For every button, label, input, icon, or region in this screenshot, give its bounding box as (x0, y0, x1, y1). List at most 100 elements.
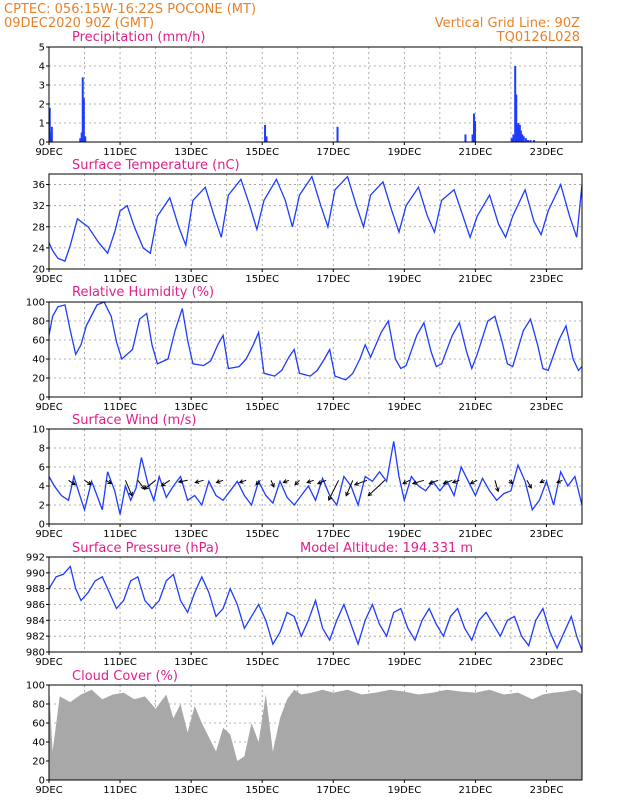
header-grid-line: Vertical Grid Line: 90Z (435, 16, 580, 31)
wind-arrow-head (539, 478, 545, 484)
precipitation-bar (82, 98, 85, 142)
temperature-xtick-label: 21DEC (459, 274, 493, 285)
precipitation-bar (512, 134, 515, 142)
wind-arrow-head (556, 479, 561, 484)
temperature-xtick-label: 9DEC (35, 274, 62, 285)
wind-arrow (124, 480, 133, 496)
precipitation-frame (48, 46, 583, 143)
cloud-cover-xtick-label: 17DEC (316, 785, 350, 796)
wind-arrow-head (451, 479, 457, 484)
precipitation-bar (518, 124, 521, 142)
precip-title: Precipitation (mm/h) (72, 30, 205, 45)
wind-arrow (526, 480, 532, 489)
wind-arrow-head (143, 485, 149, 490)
precipitation-bar (524, 138, 527, 142)
precipitation-bar (533, 140, 536, 142)
wind-arrow-head (328, 496, 333, 502)
precipitation-bar (472, 113, 475, 142)
precipitation-bar (516, 124, 519, 142)
humidity-xtick-label: 19DEC (387, 402, 421, 413)
cloud-cover-ytick-label: 20 (32, 757, 45, 768)
wind-arrow (195, 479, 204, 483)
wind-arrow (255, 479, 261, 486)
wind-arrow-head (306, 479, 312, 484)
pressure-ytick-label: 990 (26, 568, 45, 579)
cloud-cover-xtick-label: 23DEC (530, 785, 564, 796)
wind-arrow (216, 479, 224, 483)
precipitation-bar (515, 94, 518, 142)
precipitation-xtick-label: 23DEC (530, 147, 564, 158)
wind-arrow (270, 480, 275, 488)
humidity-line (48, 301, 583, 381)
wind-arrow (105, 479, 112, 485)
pressure-ytick-label: 986 (26, 600, 45, 611)
wind-arrow (317, 479, 327, 485)
humidity-ytick-label: 20 (32, 374, 45, 385)
wind-arrow (84, 479, 92, 486)
pressure-xtick-label: 23DEC (530, 657, 564, 668)
temperature-ytick-label: 36 (32, 180, 45, 191)
temperature-title: Surface Temperature (nC) (72, 158, 240, 173)
wind-arrow-head (270, 482, 275, 488)
cloud-cover-xtick-label: 21DEC (459, 785, 493, 796)
cloud-cover-xtick-label: 11DEC (103, 785, 137, 796)
wind-arrow-head (194, 479, 200, 484)
wind-arrow-head (402, 480, 408, 485)
humidity-xtick-label: 15DEC (245, 402, 279, 413)
humidity-xtick-label: 23DEC (530, 402, 564, 413)
model-altitude-label: Model Altitude: 194.331 m (300, 541, 473, 556)
pressure-ytick-label: 988 (26, 584, 45, 595)
precipitation-xtick-label: 15DEC (245, 147, 279, 158)
temperature-frame (48, 173, 583, 270)
wind-arrow-head (316, 480, 322, 485)
wind-arrow (144, 479, 156, 490)
precipitation-xtick-label: 13DEC (174, 147, 208, 158)
wind-xtick-label: 13DEC (174, 529, 208, 540)
precipitation-bar (522, 136, 525, 142)
precipitation-bar (517, 123, 520, 142)
header-station: CPTEC: 056:15W-16:22S POCONE (MT) (4, 2, 256, 17)
wind-arrow (137, 479, 145, 490)
pressure-line (48, 565, 583, 651)
cloud-cover-frame (48, 684, 583, 781)
wind-arrow (412, 479, 425, 485)
wind-arrow-head (282, 479, 288, 484)
wind-arrow-head (367, 491, 373, 497)
wind-arrow-head (527, 483, 532, 489)
wind-arrow-head (495, 487, 500, 493)
humidity-xtick-label: 13DEC (174, 402, 208, 413)
wind-ytick-label: 10 (32, 425, 45, 436)
wind-arrow-head (294, 480, 300, 486)
precipitation-ytick-label: 3 (39, 81, 45, 92)
precipitation-bar (519, 130, 522, 142)
wind-arrow-head (411, 480, 417, 485)
wind-xtick-label: 23DEC (530, 529, 564, 540)
temperature-ytick-label: 28 (32, 222, 45, 233)
header-model: TQ0126L028 (496, 30, 580, 45)
header-run-date: 09DEC2020 90Z (GMT) (4, 16, 154, 31)
precipitation-ytick-label: 0 (39, 138, 45, 149)
precipitation-bar (464, 134, 467, 142)
cloud-cover-ytick-label: 40 (32, 738, 45, 749)
pressure-xtick-label: 13DEC (174, 657, 208, 668)
wind-ytick-label: 8 (39, 444, 45, 455)
wind-arrow-head (71, 480, 76, 486)
wind-arrow-head (442, 480, 448, 485)
wind-arrow (402, 479, 410, 485)
wind-title: Surface Wind (m/s) (72, 413, 196, 428)
temperature-ytick-label: 24 (32, 243, 45, 254)
cloud-cover-xtick-label: 15DEC (245, 785, 279, 796)
wind-xtick-label: 17DEC (316, 529, 350, 540)
precipitation-bar (474, 121, 477, 142)
precipitation-bar (265, 136, 268, 142)
wind-ytick-label: 4 (39, 482, 45, 493)
precipitation-ytick-label: 4 (39, 62, 45, 73)
cloud-cover-title: Cloud Cover (%) (72, 669, 178, 684)
pressure-ytick-label: 984 (26, 616, 45, 627)
wind-arrow (452, 479, 460, 483)
wind-arrow-head (160, 482, 166, 487)
humidity-xtick-label: 9DEC (35, 402, 62, 413)
pressure-ytick-label: 980 (26, 648, 45, 659)
wind-arrow (68, 479, 76, 486)
wind-xtick-label: 11DEC (103, 529, 137, 540)
